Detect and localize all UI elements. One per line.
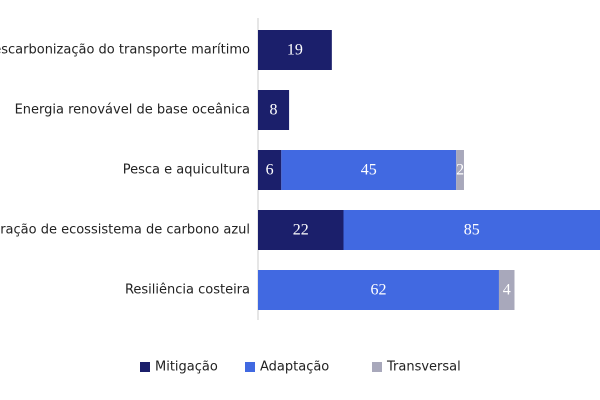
data-label: 45 [361, 162, 377, 179]
y-tick-label: Restauração de ecossistema de carbono az… [0, 223, 250, 238]
legend-label: Mitigação [155, 360, 218, 375]
legend-swatch [140, 362, 150, 372]
legend-label: Transversal [386, 360, 461, 375]
data-label: 4 [503, 282, 511, 299]
bar-segment [258, 30, 332, 70]
data-label: 19 [287, 42, 303, 59]
bar-segment [343, 210, 600, 250]
bar-segment [281, 150, 457, 190]
legend-swatch [245, 362, 255, 372]
y-tick-label: Resiliência costeira [125, 283, 250, 298]
bar-segment [258, 210, 344, 250]
y-tick-label: Pesca e aquicultura [123, 163, 250, 178]
data-label: 6 [266, 162, 274, 179]
legend-swatch [372, 362, 382, 372]
data-label: 22 [293, 222, 309, 239]
y-tick-label: Energia renovável de base oceânica [15, 103, 250, 118]
bar-segment [258, 90, 290, 130]
bar-segment [258, 270, 499, 310]
data-label: 85 [464, 222, 480, 239]
bar-segment [258, 150, 282, 190]
bar-segment [456, 150, 464, 190]
legend-label: Adaptação [260, 360, 329, 375]
y-tick-label: Descarbonização do transporte marítimo [0, 43, 250, 58]
data-label: 2 [456, 162, 464, 179]
bar-segment [498, 270, 515, 310]
data-label: 62 [370, 282, 386, 299]
data-label: 8 [270, 102, 278, 119]
